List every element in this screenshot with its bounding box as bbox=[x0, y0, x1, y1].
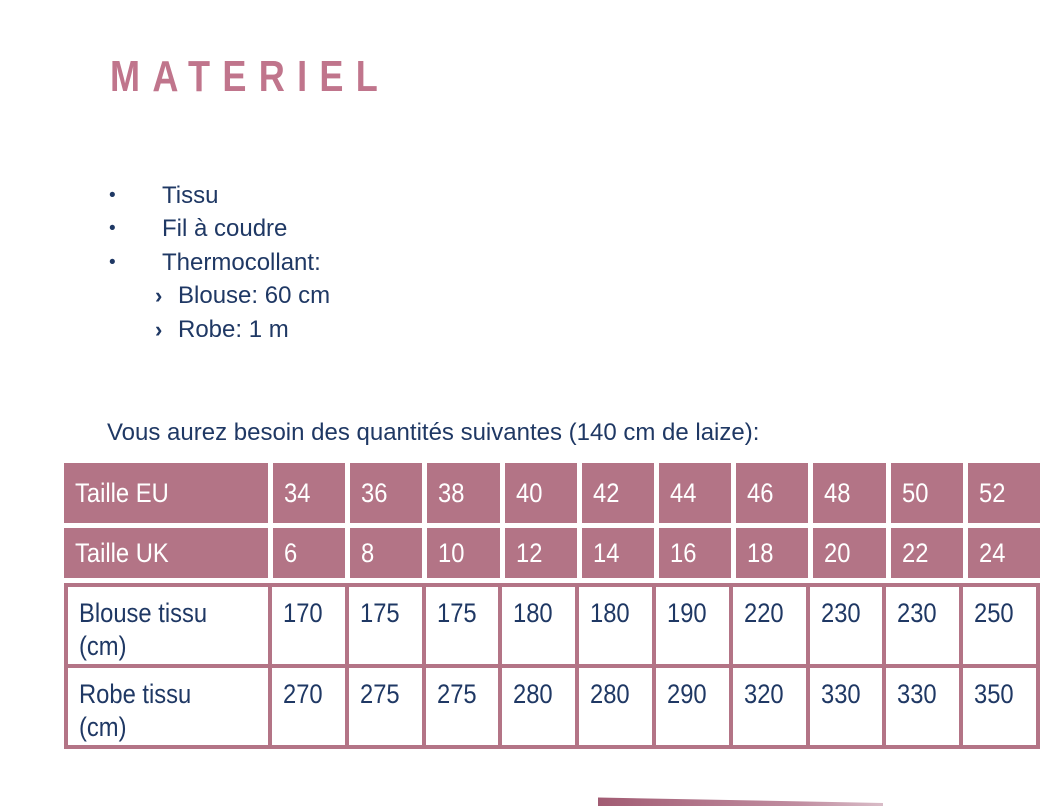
header-cell: 40 bbox=[504, 463, 577, 523]
header-cell: 10 bbox=[427, 528, 500, 578]
body-cell: 320 bbox=[732, 668, 806, 745]
body-cell: 175 bbox=[425, 587, 499, 664]
body-cell: 230 bbox=[809, 587, 883, 664]
list-sub-item: › Robe: 1 m bbox=[107, 313, 330, 347]
header-cell: 38 bbox=[427, 463, 500, 523]
page-title: MATERIEL bbox=[110, 52, 391, 101]
header-cell: 14 bbox=[581, 528, 654, 578]
chevron-right-icon: › bbox=[155, 316, 163, 342]
list-sub-item-label: Robe: 1 m bbox=[178, 315, 289, 343]
header-row-label: Taille EU bbox=[64, 463, 268, 523]
body-cell: 280 bbox=[502, 668, 576, 745]
body-cell: 175 bbox=[348, 587, 422, 664]
header-cell: 48 bbox=[813, 463, 886, 523]
list-sub-item-label: Blouse: 60 cm bbox=[178, 282, 331, 310]
body-cell: 275 bbox=[425, 668, 499, 745]
body-cell: 290 bbox=[656, 668, 729, 745]
body-cell: 230 bbox=[886, 587, 960, 664]
chevron-right-icon: › bbox=[155, 283, 163, 309]
header-cell: 8 bbox=[350, 528, 423, 578]
body-cell: 270 bbox=[272, 668, 345, 745]
bullet-icon: • bbox=[109, 218, 116, 240]
header-cell: 44 bbox=[658, 463, 732, 523]
header-cell: 20 bbox=[813, 528, 886, 578]
ribbon-decoration bbox=[598, 797, 883, 806]
body-cell: 250 bbox=[963, 587, 1036, 664]
list-item-label: Fil à coudre bbox=[162, 215, 288, 243]
size-table-header: Taille EU 34 36 38 40 42 44 46 48 50 52 … bbox=[64, 463, 1040, 578]
list-item: • Thermocollant: bbox=[107, 246, 330, 280]
header-cell: 6 bbox=[273, 528, 346, 578]
header-cell: 12 bbox=[504, 528, 577, 578]
body-cell: 350 bbox=[963, 668, 1036, 745]
size-table: Taille EU 34 36 38 40 42 44 46 48 50 52 … bbox=[64, 463, 1040, 749]
bullet-icon: • bbox=[109, 184, 116, 206]
body-cell: 220 bbox=[732, 587, 806, 664]
header-cell: 46 bbox=[736, 463, 809, 523]
header-cell: 42 bbox=[581, 463, 654, 523]
body-cell: 275 bbox=[348, 668, 422, 745]
header-row-label: Taille UK bbox=[64, 528, 268, 578]
list-item-label: Thermocollant: bbox=[162, 248, 321, 276]
body-cell: 280 bbox=[579, 668, 652, 745]
list-item: • Fil à coudre bbox=[107, 213, 330, 247]
header-cell: 50 bbox=[890, 463, 963, 523]
header-cell: 16 bbox=[658, 528, 732, 578]
header-cell: 52 bbox=[967, 463, 1040, 523]
body-cell: 190 bbox=[656, 587, 729, 664]
body-row-label: Robe tissu (cm) bbox=[68, 668, 268, 745]
body-cell: 330 bbox=[886, 668, 960, 745]
header-cell: 34 bbox=[273, 463, 346, 523]
bullet-icon: • bbox=[109, 251, 116, 273]
body-cell: 180 bbox=[579, 587, 652, 664]
header-cell: 36 bbox=[350, 463, 423, 523]
body-cell: 330 bbox=[809, 668, 883, 745]
header-cell: 24 bbox=[967, 528, 1040, 578]
list-sub-item: › Blouse: 60 cm bbox=[107, 280, 330, 314]
header-cell: 22 bbox=[890, 528, 963, 578]
size-table-body: Blouse tissu (cm) 170 175 175 180 180 19… bbox=[64, 583, 1040, 749]
list-item: • Tissu bbox=[107, 179, 330, 213]
intro-text: Vous aurez besoin des quantités suivante… bbox=[107, 419, 760, 446]
body-cell: 180 bbox=[502, 587, 576, 664]
header-cell: 18 bbox=[736, 528, 809, 578]
body-row-label: Blouse tissu (cm) bbox=[68, 587, 268, 664]
list-item-label: Tissu bbox=[162, 181, 219, 209]
body-cell: 170 bbox=[272, 587, 345, 664]
materials-list: • Tissu • Fil à coudre • Thermocollant: … bbox=[107, 179, 330, 347]
